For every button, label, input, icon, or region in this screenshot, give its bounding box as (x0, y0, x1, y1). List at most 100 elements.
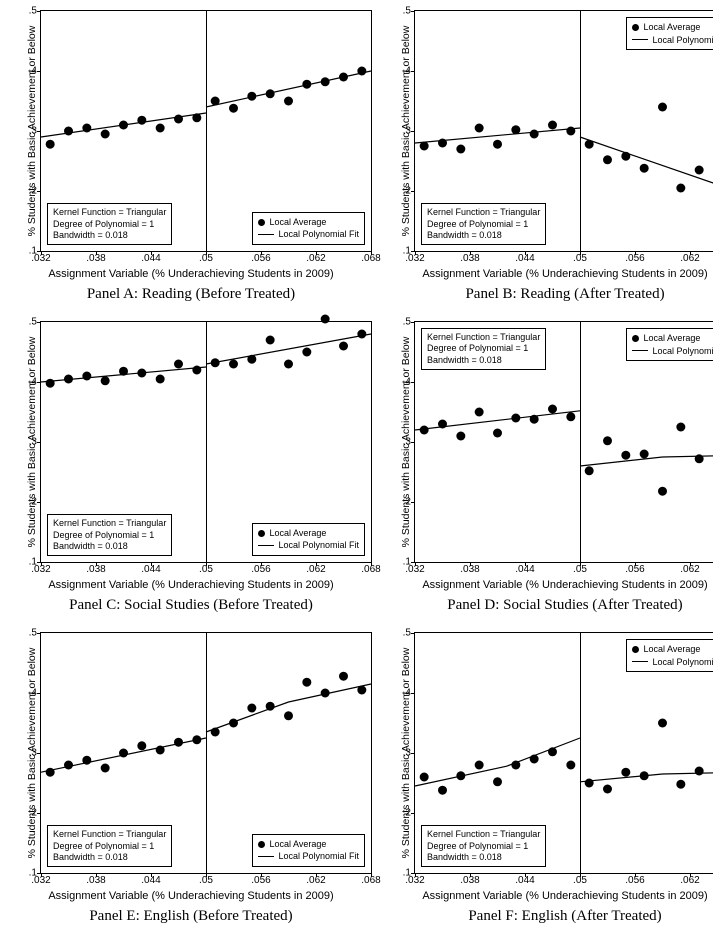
plot-area: .032.038.044.05.056.062.068.1.2.3.4.5Ker… (40, 632, 372, 874)
data-point (475, 124, 484, 133)
y-tick-label: .4 (403, 377, 411, 388)
y-tick-label: .5 (29, 317, 37, 328)
y-tick-label: .1 (29, 557, 37, 568)
panel-caption: Panel E: English (Before Treated) (89, 908, 292, 925)
y-tick-label: .3 (29, 437, 37, 448)
data-point (284, 711, 293, 720)
kernel-info-line: Bandwidth = 0.018 (427, 355, 540, 366)
data-point (420, 426, 429, 435)
kernel-info-box: Kernel Function = TriangularDegree of Po… (421, 328, 546, 370)
panel-B: % Students with Basic Achievement or Bel… (384, 10, 713, 303)
data-point (101, 376, 110, 385)
x-tick-label: .062 (306, 875, 325, 886)
plot-area: .032.038.044.05.056.062.068.1.2.3.4.5Ker… (414, 321, 713, 563)
kernel-info-line: Bandwidth = 0.018 (53, 852, 166, 863)
data-point (82, 124, 91, 133)
data-point (339, 342, 348, 351)
legend-marker-icon (258, 841, 265, 848)
data-point (493, 429, 502, 438)
kernel-info-box: Kernel Function = TriangularDegree of Po… (421, 203, 546, 245)
y-tick-label: .1 (29, 246, 37, 257)
plot-area: .032.038.044.05.056.062.068.1.2.3.4.5Ker… (414, 632, 713, 874)
panel-caption: Panel A: Reading (Before Treated) (87, 286, 295, 303)
data-point (174, 115, 183, 124)
data-point (456, 771, 465, 780)
data-point (339, 73, 348, 82)
data-point (493, 777, 502, 786)
x-tick-label: .05 (199, 564, 213, 575)
y-tick-label: .1 (29, 868, 37, 879)
y-tick-label: .5 (29, 628, 37, 639)
legend: Local AverageLocal Polynomial Fit (626, 328, 713, 361)
data-point (174, 360, 183, 369)
y-tick-label: .2 (29, 808, 37, 819)
legend-label-fit: Local Polynomial Fit (278, 850, 359, 863)
data-point (621, 451, 630, 460)
kernel-info-box: Kernel Function = TriangularDegree of Po… (47, 203, 172, 245)
data-point (192, 113, 201, 122)
x-tick-label: .05 (573, 253, 587, 264)
data-point (247, 704, 256, 713)
x-tick-label: .044 (515, 564, 534, 575)
legend-label-fit: Local Polynomial Fit (652, 34, 713, 47)
panel-C: % Students with Basic Achievement or Bel… (10, 321, 372, 614)
data-point (266, 89, 275, 98)
x-tick-label: .062 (306, 253, 325, 264)
data-point (211, 728, 220, 737)
data-point (621, 152, 630, 161)
legend-label-avg: Local Average (643, 21, 700, 34)
y-tick-label: .2 (29, 497, 37, 508)
y-tick-label: .3 (403, 126, 411, 137)
data-point (321, 77, 330, 86)
y-tick-label: .5 (403, 317, 411, 328)
data-point (456, 432, 465, 441)
data-point (156, 746, 165, 755)
data-point (640, 450, 649, 459)
legend-marker-icon (632, 335, 639, 342)
data-point (456, 145, 465, 154)
y-tick-label: .1 (403, 246, 411, 257)
data-point (511, 125, 520, 134)
kernel-info-line: Kernel Function = Triangular (427, 829, 540, 840)
x-tick-label: .062 (680, 253, 699, 264)
y-tick-label: .1 (403, 557, 411, 568)
data-point (475, 761, 484, 770)
x-tick-label: .05 (199, 875, 213, 886)
panel-A: % Students with Basic Achievement or Bel… (10, 10, 372, 303)
y-tick-label: .2 (403, 497, 411, 508)
x-axis-label: Assignment Variable (% Underachieving St… (422, 579, 707, 591)
data-point (548, 405, 557, 414)
legend-label-avg: Local Average (269, 838, 326, 851)
data-point (229, 719, 238, 728)
x-tick-label: .038 (460, 253, 479, 264)
y-tick-label: .4 (29, 66, 37, 77)
data-point (438, 786, 447, 795)
data-point (566, 412, 575, 421)
plot-area: .032.038.044.05.056.062.068.1.2.3.4.5Ker… (40, 10, 372, 252)
y-tick-label: .3 (403, 748, 411, 759)
data-point (548, 747, 557, 756)
x-tick-label: .044 (141, 253, 160, 264)
data-point (548, 121, 557, 130)
data-point (192, 366, 201, 375)
data-point (101, 130, 110, 139)
data-point (640, 164, 649, 173)
panel-caption: Panel F: English (After Treated) (468, 908, 661, 925)
data-point (530, 130, 539, 139)
data-point (119, 121, 128, 130)
x-tick-label: .05 (573, 875, 587, 886)
kernel-info-line: Degree of Polynomial = 1 (53, 219, 166, 230)
kernel-info-box: Kernel Function = TriangularDegree of Po… (421, 825, 546, 867)
data-point (247, 355, 256, 364)
x-tick-label: .05 (199, 253, 213, 264)
legend-label-avg: Local Average (269, 216, 326, 229)
data-point (64, 127, 73, 136)
data-point (357, 330, 366, 339)
data-point (695, 454, 704, 463)
data-point (658, 487, 667, 496)
plot-area: .032.038.044.05.056.062.068.1.2.3.4.5Ker… (414, 10, 713, 252)
y-tick-label: .5 (29, 6, 37, 17)
data-point (511, 414, 520, 423)
legend-label-fit: Local Polynomial Fit (652, 345, 713, 358)
panel-E: % Students with Basic Achievement or Bel… (10, 632, 372, 925)
